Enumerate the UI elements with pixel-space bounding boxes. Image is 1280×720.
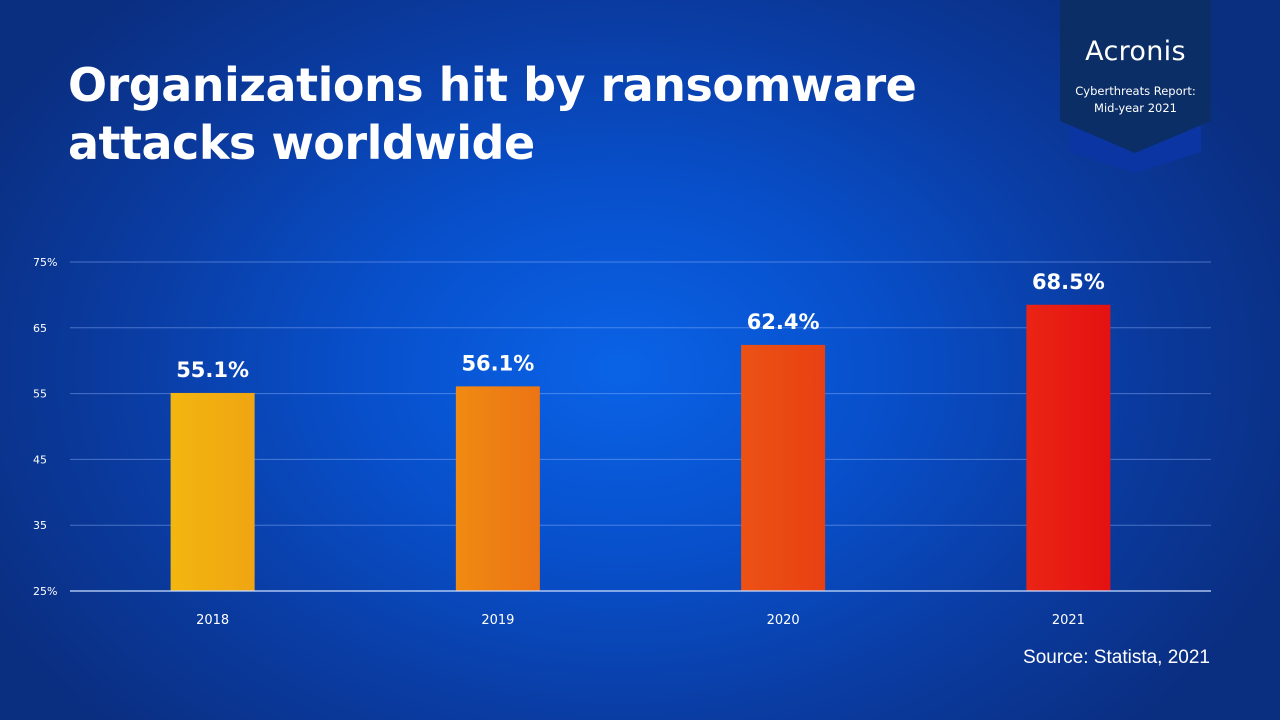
bar-2019 [455,386,540,591]
bars [170,304,1111,591]
data-label-2020: 62.4% [747,310,820,334]
title-line-2: attacks worldwide [68,116,535,170]
bar-2021 [1026,304,1111,591]
bar-2020 [741,344,826,591]
bar-2018 [170,392,255,591]
data-label-2018: 55.1% [176,358,249,382]
data-label-2019: 56.1% [461,351,534,375]
x-tick-label-2021: 2021 [1052,613,1085,628]
data-labels: 55.1% 56.1% 62.4% 68.5% [176,270,1105,382]
badge-ribbon-shape [1060,0,1211,173]
grid-lines [70,261,1211,526]
y-axis-tick-labels: 25% 35 45 55 65 75% [33,256,57,598]
y-tick-label: 25% [33,585,57,598]
x-tick-label-2018: 2018 [196,613,229,628]
x-axis-tick-labels: 2018 2019 2020 2021 [196,613,1085,628]
page-title: Organizations hit by ransomware attacks … [68,56,968,172]
badge-report-period: Mid-year 2021 [1094,101,1177,115]
y-tick-label: 65 [33,322,47,335]
y-tick-label: 45 [33,453,47,466]
source-note: Source: Statista, 2021 [1023,647,1210,668]
y-tick-label: 55 [33,388,47,401]
y-tick-label: 35 [33,519,47,532]
x-tick-label-2019: 2019 [481,613,514,628]
title-line-1: Organizations hit by ransomware [68,58,917,112]
acronis-badge: Acronis Cyberthreats Report: Mid-year 20… [1060,0,1211,175]
acronis-logo: Acronis [1085,36,1186,67]
data-label-2021: 68.5% [1032,270,1105,294]
x-tick-label-2020: 2020 [767,613,800,628]
y-tick-label: 75% [33,256,57,269]
badge-report-name: Cyberthreats Report: [1075,84,1196,98]
